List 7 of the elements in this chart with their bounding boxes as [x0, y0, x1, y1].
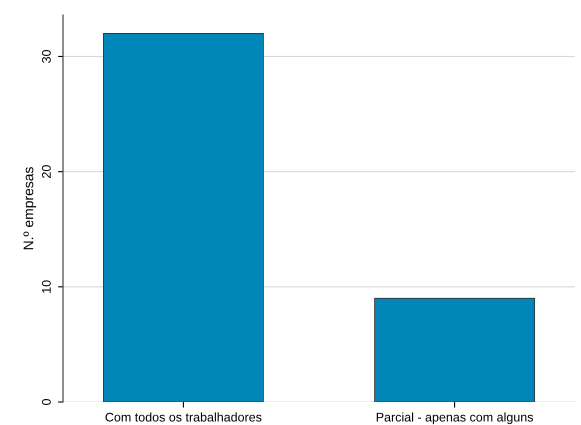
- y-tick-label: 30: [42, 50, 51, 63]
- y-axis-title: N.º empresas: [23, 167, 36, 250]
- x-tick-label: Parcial - apenas com alguns: [376, 412, 534, 424]
- y-tick-label: 0: [42, 399, 51, 405]
- y-tick-label: 10: [42, 280, 51, 293]
- y-tick-label: 20: [42, 165, 51, 178]
- x-tick-label: Com todos os trabalhadores: [106, 412, 262, 422]
